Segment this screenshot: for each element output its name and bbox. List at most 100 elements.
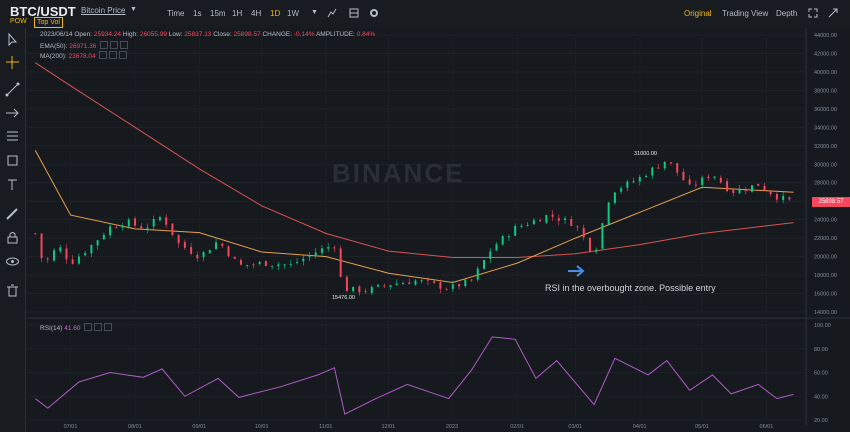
candle-body bbox=[495, 244, 498, 251]
trash-icon[interactable] bbox=[5, 283, 20, 298]
ma-legend[interactable]: MA(200): 23678.04 bbox=[40, 51, 128, 60]
eye-toggle-icon[interactable] bbox=[99, 51, 108, 59]
close-icon[interactable] bbox=[119, 51, 128, 59]
ema-legend[interactable]: EMA(50): 26971.36 bbox=[40, 41, 129, 50]
crosshair-icon[interactable] bbox=[5, 55, 20, 70]
candle-body bbox=[545, 215, 548, 223]
arrow-icon[interactable] bbox=[5, 106, 20, 121]
eye-toggle-icon[interactable] bbox=[84, 323, 93, 331]
tf-1d[interactable]: 1D bbox=[270, 9, 281, 18]
candle-body bbox=[65, 248, 68, 260]
close-icon[interactable] bbox=[104, 323, 113, 331]
tf-15m[interactable]: 15m bbox=[210, 9, 226, 18]
cursor-icon[interactable] bbox=[5, 32, 20, 47]
chart-grid bbox=[27, 34, 806, 421]
candle-body bbox=[227, 246, 230, 257]
annotation-text[interactable]: RSI in the overbought zone. Possible ent… bbox=[545, 283, 716, 293]
candle-body bbox=[90, 245, 93, 254]
layout-icon[interactable] bbox=[349, 8, 359, 18]
price-tick-label: 34000.00 bbox=[814, 125, 837, 131]
candle-body bbox=[707, 176, 710, 179]
eye-icon[interactable] bbox=[5, 254, 20, 269]
tf-1w[interactable]: 1W bbox=[287, 9, 299, 18]
tf-1h[interactable]: 1H bbox=[232, 9, 243, 18]
candle-body bbox=[657, 167, 660, 169]
candle-body bbox=[458, 284, 461, 287]
fullscreen-icon[interactable] bbox=[808, 8, 818, 18]
candle-body bbox=[395, 283, 398, 285]
candle-body bbox=[59, 247, 62, 252]
tf-time[interactable]: Time bbox=[167, 9, 185, 18]
legend-low: 25837.13 bbox=[184, 31, 212, 38]
candle-body bbox=[165, 217, 168, 225]
rsi-legend[interactable]: RSI(14) 41.60 bbox=[40, 323, 113, 332]
candle-body bbox=[339, 248, 342, 277]
candle-body bbox=[769, 190, 772, 195]
price-tick-label: 40000.00 bbox=[814, 70, 837, 76]
tf-4h[interactable]: 4H bbox=[251, 9, 262, 18]
price-tick-label: 36000.00 bbox=[814, 107, 837, 113]
candle-body bbox=[433, 280, 436, 283]
candle-body bbox=[632, 181, 635, 183]
price-tick-label: 44000.00 bbox=[814, 33, 837, 39]
time-tick-label: 05/01 bbox=[695, 424, 709, 430]
candle-body bbox=[570, 219, 573, 226]
text-icon[interactable] bbox=[5, 177, 20, 192]
ema50-line bbox=[34, 150, 794, 284]
candle-body bbox=[750, 185, 753, 192]
candle-body bbox=[613, 192, 616, 203]
legend-date: 2023/06/14 bbox=[40, 31, 73, 38]
candle-body bbox=[77, 256, 80, 264]
candle-body bbox=[289, 263, 292, 265]
candle-body bbox=[383, 285, 386, 287]
price-tick-label: 18000.00 bbox=[814, 273, 837, 279]
settings-icon[interactable] bbox=[109, 51, 118, 59]
candle-body bbox=[620, 188, 623, 192]
time-tick-label: 04/01 bbox=[633, 424, 647, 430]
close-icon[interactable] bbox=[120, 41, 129, 49]
candle-body bbox=[46, 258, 49, 260]
candle-body bbox=[645, 176, 648, 178]
settings-icon[interactable] bbox=[94, 323, 103, 331]
brush-icon[interactable] bbox=[5, 206, 20, 221]
candle-body bbox=[183, 242, 186, 248]
candle-body bbox=[302, 258, 305, 262]
indicators-icon[interactable] bbox=[327, 8, 337, 18]
candle-body bbox=[607, 202, 610, 225]
view-depth[interactable]: Depth bbox=[776, 9, 798, 18]
view-tradingview[interactable]: Trading View bbox=[722, 9, 769, 18]
eye-toggle-icon[interactable] bbox=[100, 41, 109, 49]
candle-body bbox=[208, 250, 211, 254]
lock-icon[interactable] bbox=[5, 230, 20, 245]
candle-body bbox=[719, 177, 722, 183]
candle-body bbox=[34, 233, 37, 235]
more-timeframes-icon[interactable]: ▼ bbox=[311, 9, 318, 16]
candle-body bbox=[507, 236, 510, 238]
candle-body bbox=[514, 225, 517, 236]
candle-body bbox=[134, 218, 137, 226]
candle-body bbox=[345, 276, 348, 292]
candle-body bbox=[352, 286, 355, 292]
symbol-title[interactable]: BTC/USDT bbox=[10, 4, 76, 19]
expand-icon[interactable] bbox=[828, 8, 838, 18]
candle-body bbox=[588, 237, 591, 252]
trendline-icon[interactable] bbox=[5, 82, 20, 97]
shapes-icon[interactable] bbox=[5, 153, 20, 168]
ma200-line bbox=[35, 62, 794, 258]
dropdown-icon[interactable]: ▼ bbox=[130, 6, 137, 13]
fib-icon[interactable] bbox=[5, 129, 20, 144]
time-tick-label: 06/01 bbox=[760, 424, 774, 430]
settings-icon[interactable] bbox=[110, 41, 119, 49]
tf-1s[interactable]: 1s bbox=[193, 9, 202, 18]
time-tick-label: 11/01 bbox=[319, 424, 332, 430]
candle-body bbox=[601, 223, 604, 249]
candle-body bbox=[757, 183, 760, 186]
candle-body bbox=[277, 264, 280, 267]
view-original[interactable]: Original bbox=[684, 9, 712, 18]
gear-icon[interactable] bbox=[369, 8, 379, 18]
rsi-tick-label: 40.00 bbox=[814, 394, 828, 400]
price-source-link[interactable]: Bitcoin Price bbox=[81, 6, 126, 15]
candle-body bbox=[239, 260, 242, 265]
candle-body bbox=[308, 255, 311, 258]
